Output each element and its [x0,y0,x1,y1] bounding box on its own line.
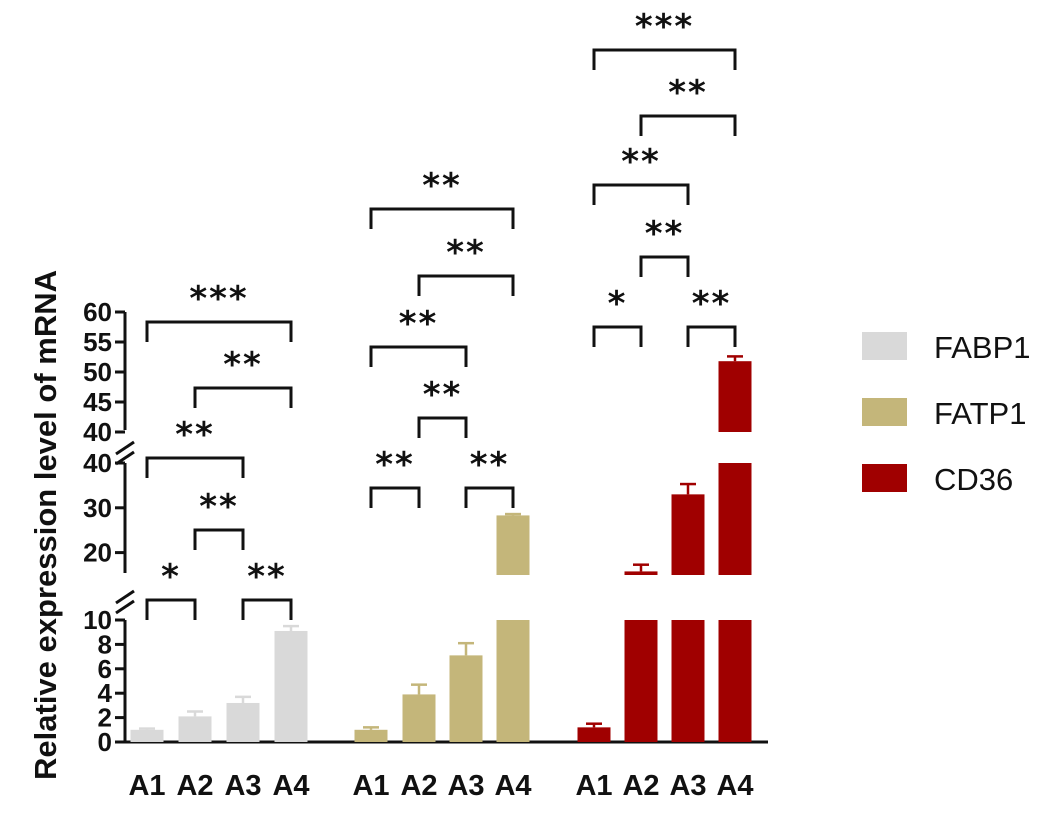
significance-bracket [417,274,515,296]
bar [671,494,705,575]
x-axis-labels: A1 A2 A3 A4 A1 A2 A3 A4 A1 A2 A3 A4 [128,770,753,802]
y-tick-label: 40 [83,448,112,478]
legend-label: FATP1 [934,396,1026,431]
bar [577,727,611,742]
significance-brackets: * ************* *********** *********** [145,7,737,620]
significance-label: *** [635,7,694,47]
significance-label: ** [645,214,685,254]
significance-label: ** [470,445,510,485]
y-tick-label: 40 [83,417,112,447]
bar [671,620,705,742]
category-label: A2 [400,770,437,802]
significance-bracket [369,207,515,229]
axis-break-mark [115,450,135,466]
significance-bracket [639,255,690,277]
significance-bracket [145,320,293,342]
y-tick-label: 8 [98,629,112,659]
significance-label: ** [621,142,661,182]
category-label: A3 [669,770,706,802]
significance-bracket [592,325,643,347]
category-label: A4 [494,770,531,802]
significance-bracket [241,598,293,620]
legend-label: FABP1 [934,330,1031,365]
y-tick-label: 60 [83,297,112,327]
legend-label: CD36 [934,462,1013,497]
significance-label: ** [668,73,708,113]
significance-bracket [369,486,421,508]
significance-bracket [639,114,737,136]
significance-bracket [464,486,515,508]
bar [624,571,658,575]
bar [718,620,752,742]
y-tick-label: 55 [83,327,112,357]
category-label: A3 [447,770,484,802]
significance-label: ** [422,166,462,206]
category-label: A3 [224,770,261,802]
bar [496,620,530,742]
axis-break-mark [115,599,135,615]
significance-bracket [686,325,737,347]
y-axis-label: Relative expression level of mRNA [28,270,63,780]
significance-bracket [145,456,245,478]
category-label: A2 [622,770,659,802]
bar [718,361,752,432]
bar [226,702,260,742]
significance-label: ** [375,445,415,485]
y-tick-label: 6 [98,654,112,684]
bar [130,729,164,742]
bar [402,694,436,742]
category-label: A1 [352,770,389,802]
significance-bracket [369,345,468,367]
bar [274,630,308,742]
significance-label: ** [399,304,439,344]
category-label: A4 [716,770,753,802]
significance-label: ** [446,233,486,273]
significance-label: * [161,557,181,597]
legend-swatch [862,464,907,492]
bar [354,729,388,742]
category-label: A1 [128,770,165,802]
y-tick-label: 30 [83,493,112,523]
significance-label: * [608,284,628,324]
bar [178,716,212,742]
significance-bracket [145,598,197,620]
y-tick-label: 0 [98,727,112,757]
y-tick-label: 10 [83,605,112,635]
y-tick-label: 2 [98,703,112,733]
y-tick-label: 20 [83,538,112,568]
y-tick-label: 45 [83,387,112,417]
significance-bracket [417,416,468,438]
significance-label: ** [247,557,287,597]
axis-break-mark [115,440,135,456]
axis-break-mark [115,589,135,605]
significance-label: ** [199,487,239,527]
bar [624,620,658,742]
significance-bracket [193,528,245,550]
category-label: A2 [176,770,213,802]
significance-bracket [592,48,737,70]
significance-bracket [592,183,690,205]
legend: FABP1 FATP1 CD36 [862,330,1031,497]
significance-label: *** [189,279,248,319]
significance-label: ** [423,375,463,415]
legend-swatch [862,398,907,426]
y-tick-label: 4 [98,678,113,708]
significance-bracket [193,386,293,408]
significance-label: ** [223,345,263,385]
bars [130,355,752,742]
y-tick-label: 50 [83,357,112,387]
significance-label: ** [692,284,732,324]
significance-label: ** [175,415,215,455]
category-label: A1 [575,770,612,802]
legend-swatch [862,332,907,360]
bar [449,655,483,742]
bar [496,515,530,575]
category-label: A4 [272,770,309,802]
bar [718,463,752,575]
